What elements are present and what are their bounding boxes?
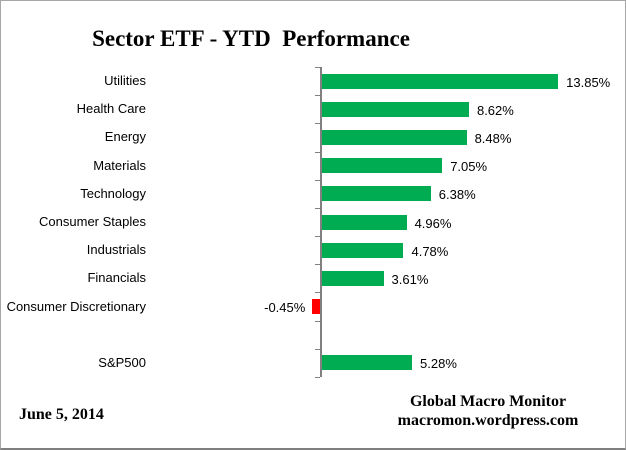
credit-line-1: Global Macro Monitor xyxy=(409,393,567,410)
axis-tick xyxy=(315,151,320,153)
footer-date: June 5, 2014 xyxy=(19,406,104,423)
bar-Utilities xyxy=(322,73,559,89)
bar-Materials xyxy=(322,158,443,174)
axis-tick xyxy=(315,292,320,294)
category-label: S&P500 xyxy=(98,354,146,370)
axis-tick xyxy=(315,320,320,322)
bar-Consumer Staples xyxy=(322,214,407,230)
category-label: Consumer Staples xyxy=(39,214,146,229)
chart-title: Sector ETF - YTD Performance xyxy=(92,26,410,51)
axis-tick xyxy=(315,236,320,238)
category-label: Utilities xyxy=(104,73,146,89)
axis-tick xyxy=(315,67,320,68)
bar-Financials xyxy=(322,270,384,286)
axis-tick xyxy=(315,348,320,350)
axis-tick xyxy=(315,123,320,125)
axis-tick xyxy=(315,207,320,209)
value-label: 6.38% xyxy=(438,187,476,203)
value-label: 13.85% xyxy=(566,74,611,90)
bar-S&P500 xyxy=(322,355,413,371)
value-label: 3.61% xyxy=(391,271,429,287)
value-label: 5.28% xyxy=(420,356,457,372)
bar-Health Care xyxy=(322,101,469,117)
bar-Energy xyxy=(322,129,467,145)
axis-tick xyxy=(315,179,320,181)
axis-tick xyxy=(315,264,320,266)
bar-Industrials xyxy=(322,242,404,258)
bar-Consumer Discretionary xyxy=(312,299,320,315)
value-label: 8.48% xyxy=(474,130,512,146)
category-label: Financials xyxy=(87,270,146,286)
value-label: 7.05% xyxy=(450,159,488,175)
bar-Technology xyxy=(322,186,431,202)
category-label: Technology xyxy=(80,185,146,201)
value-label: 4.96% xyxy=(414,215,452,231)
category-label: Consumer Discretionary xyxy=(6,298,146,314)
category-label: Energy xyxy=(104,129,146,145)
value-label: 8.62% xyxy=(476,102,514,118)
category-label: Industrials xyxy=(86,242,146,258)
footer-credit: Global Macro Monitor macromon.wordpress.… xyxy=(358,392,618,430)
axis-tick xyxy=(315,95,320,97)
category-label: Materials xyxy=(93,157,146,173)
value-label: 4.78% xyxy=(411,243,449,259)
value-label: -0.45% xyxy=(264,300,306,316)
credit-line-2: macromon.wordpress.com xyxy=(397,412,579,429)
category-axis-line xyxy=(320,67,322,377)
axis-tick xyxy=(315,377,320,378)
category-label: Health Care xyxy=(76,101,146,117)
